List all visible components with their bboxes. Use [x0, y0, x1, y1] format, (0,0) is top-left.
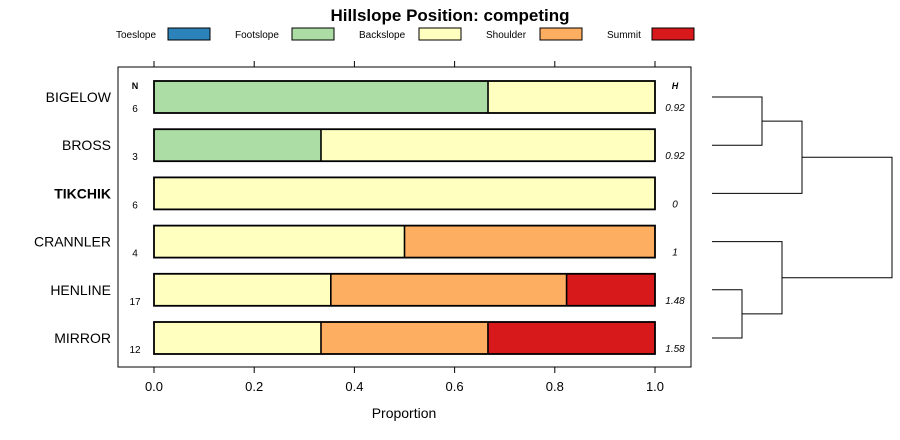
row-crannler: CRANNLER 4 1 [34, 224, 678, 260]
row-h: 0 [672, 199, 678, 210]
bar-outline [153, 128, 656, 163]
legend-swatch-footslope [291, 27, 335, 41]
bar-outline [153, 272, 656, 307]
x-axis-title: Proportion [372, 405, 437, 421]
row-n: 6 [132, 200, 138, 211]
legend-swatch-shoulder [539, 27, 583, 41]
row-label: BROSS [62, 137, 111, 153]
row-n: 12 [129, 345, 141, 356]
row-n: 17 [129, 297, 141, 308]
chart-title: Hillslope Position: competing [331, 6, 570, 25]
row-label: HENLINE [50, 282, 111, 298]
row-h: 1.58 [665, 344, 685, 355]
rows: BIGELOW 6 0.92 BROSS 3 0.92 TIKCHIK 6 0 CRANNLER 4… [34, 80, 685, 356]
bar-segment-backslope [320, 129, 655, 162]
row-n: 3 [132, 152, 138, 163]
bar-outline [153, 224, 656, 259]
row-n: 4 [132, 249, 138, 260]
legend-swatch-backslope [418, 27, 462, 41]
axes: 0.0 0.2 0.4 0.6 0.8 1.0 [145, 61, 664, 394]
x-tick-label: 0.0 [145, 379, 163, 394]
x-tick-label: 0.2 [245, 379, 263, 394]
row-label: MIRROR [54, 330, 111, 346]
dendrogram-branch [712, 96, 763, 146]
legend-label-shoulder: Shoulder [486, 30, 527, 41]
bar-segment-backslope [154, 225, 405, 258]
row-n: 6 [132, 104, 138, 115]
n-header: N [132, 81, 139, 91]
row-label: BIGELOW [46, 89, 112, 105]
x-tick-label: 0.8 [546, 379, 564, 394]
row-mirror: MIRROR 12 1.58 [54, 321, 685, 356]
bar-segment-shoulder [320, 322, 488, 354]
row-label: TIKCHIK [54, 185, 111, 201]
row-h: 1.48 [665, 296, 685, 307]
legend: Toeslope Footslope Backslope Shoulder Summit [116, 27, 695, 41]
x-tick-label: 1.0 [646, 379, 664, 394]
dendrogram-branch [712, 289, 743, 339]
legend-label-footslope: Footslope [235, 30, 279, 41]
bar-outline [153, 176, 656, 211]
legend-swatch-toeslope [167, 27, 211, 41]
bar-segment-footslope [154, 129, 321, 162]
bar-segment-backslope [154, 177, 655, 210]
bar-outline [153, 321, 656, 355]
x-tick-label: 0.4 [345, 379, 363, 394]
legend-label-toeslope: Toeslope [116, 30, 156, 41]
legend-label-summit: Summit [607, 30, 641, 41]
dendrogram-branch [782, 156, 893, 279]
bar-segment-backslope [154, 322, 321, 354]
bar-segment-footslope [154, 81, 489, 113]
row-bross: BROSS 3 0.92 [62, 128, 685, 163]
row-bigelow: BIGELOW 6 0.92 [46, 80, 685, 115]
dendrogram [712, 96, 893, 339]
plot-frame [117, 66, 692, 368]
row-h: 0.92 [665, 151, 685, 162]
bar-segment-backslope [488, 81, 655, 113]
row-tikchik: TIKCHIK 6 0 [54, 176, 678, 211]
row-h: 0.92 [665, 103, 685, 114]
legend-label-backslope: Backslope [359, 30, 406, 41]
h-header: H [672, 81, 679, 91]
row-henline: HENLINE 17 1.48 [50, 272, 685, 308]
bar-segment-summit [487, 322, 655, 354]
dendrogram-branch [712, 120, 803, 194]
legend-swatch-summit [651, 27, 695, 41]
row-label: CRANNLER [34, 234, 111, 250]
x-tick-label: 0.6 [446, 379, 464, 394]
row-h: 1 [672, 248, 678, 259]
bar-outline [153, 80, 656, 114]
dendrogram-branch [712, 241, 783, 315]
bar-segment-shoulder [404, 225, 655, 258]
bar-segment-backslope [154, 273, 331, 306]
bar-segment-summit [566, 273, 655, 306]
bar-segment-shoulder [330, 273, 567, 306]
